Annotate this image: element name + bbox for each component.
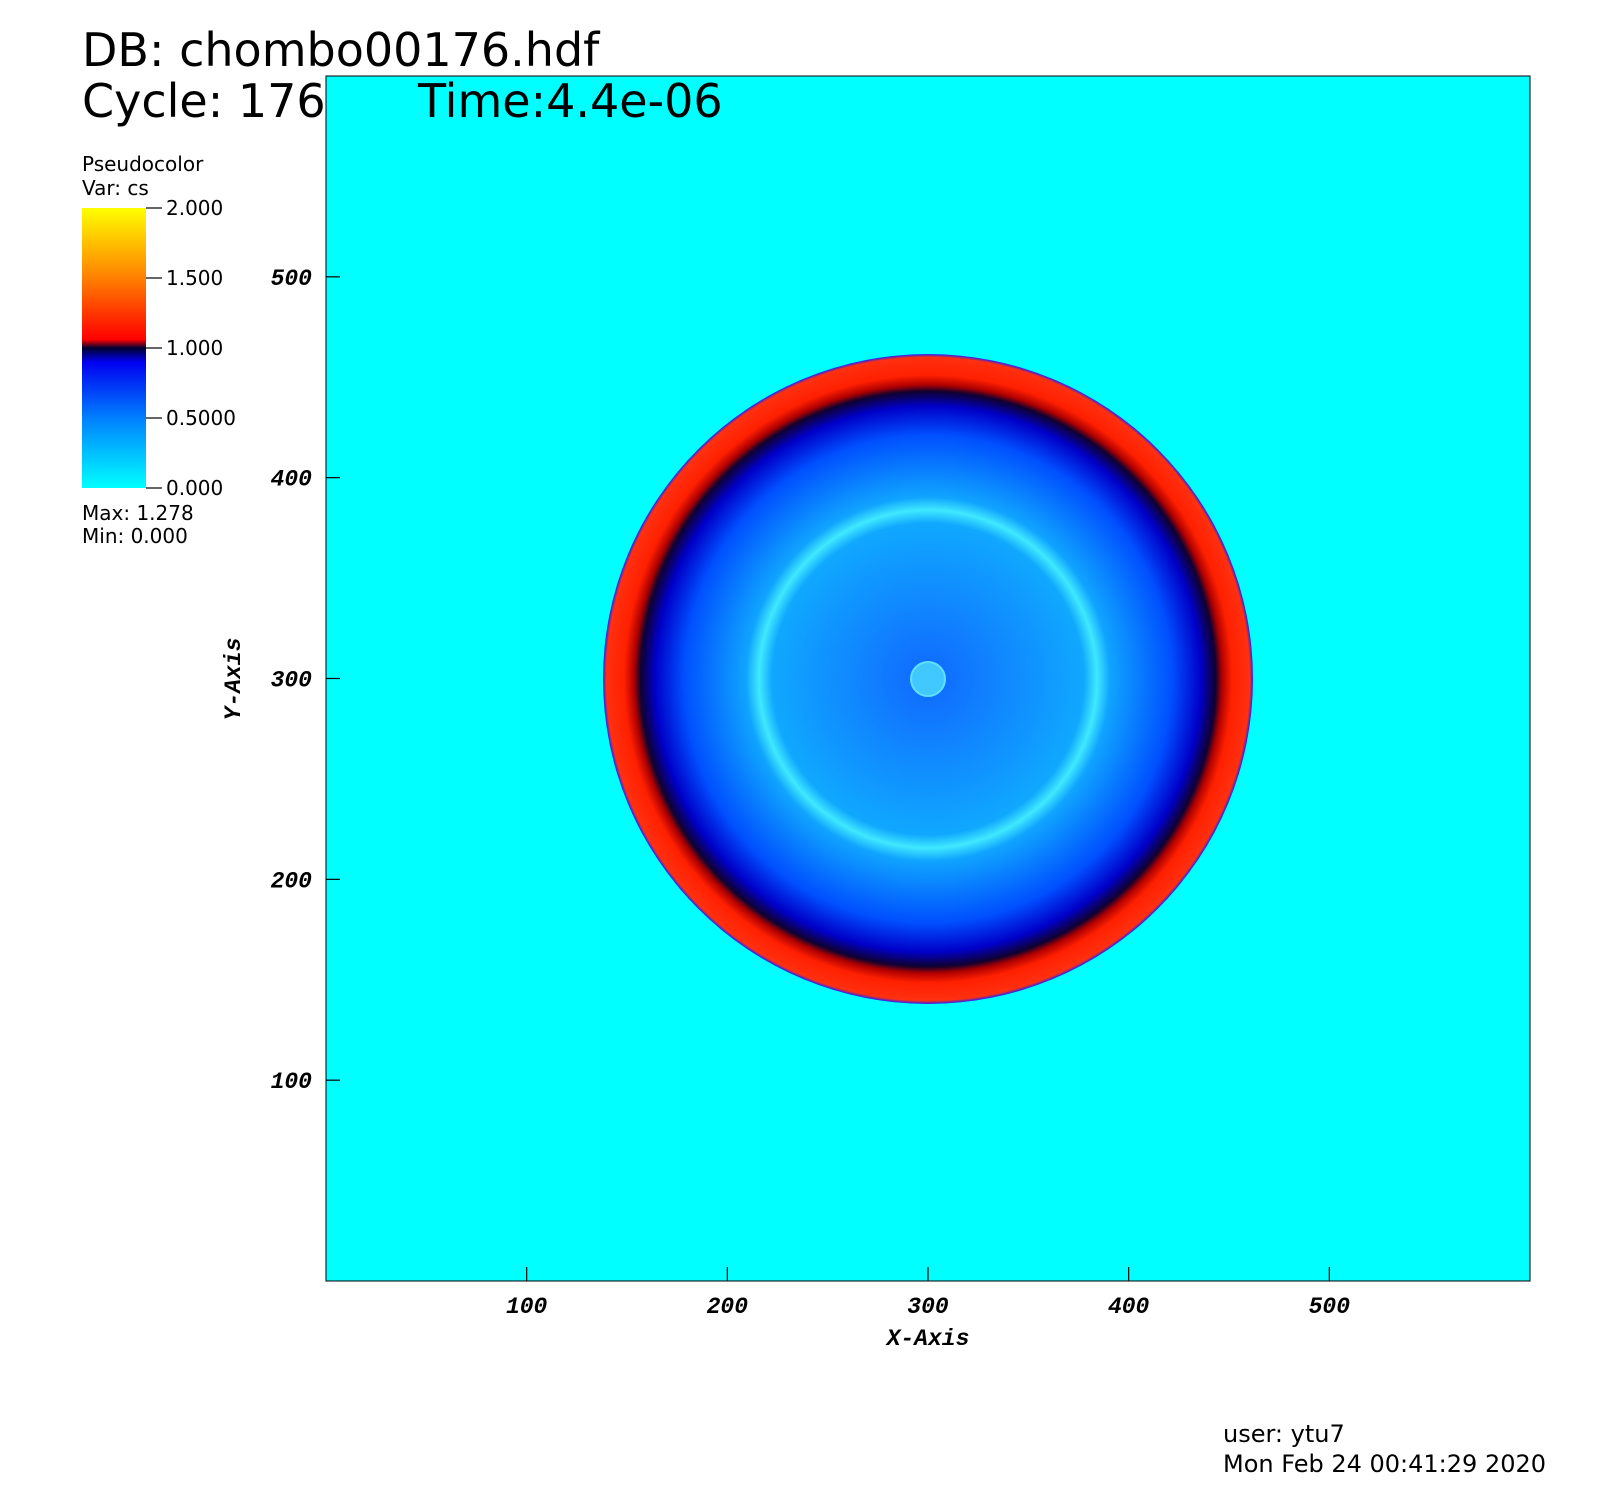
x-tick-label: 200 <box>707 1294 749 1320</box>
colorbar-tick-label: 0.000 <box>166 476 223 500</box>
y-tick-label: 300 <box>271 668 313 694</box>
y-axis-title: Y-Axis <box>221 638 247 721</box>
min-label: Min: 0.000 <box>82 524 188 548</box>
y-tick-label: 200 <box>271 868 313 894</box>
cycle: Cycle: 176 <box>82 74 326 128</box>
db-title: DB: chombo00176.hdf <box>82 23 601 77</box>
max-label: Max: 1.278 <box>82 501 194 525</box>
x-tick-label: 400 <box>1108 1294 1150 1320</box>
variable: Var: cs <box>82 176 149 200</box>
x-tick-label: 300 <box>907 1294 949 1320</box>
y-tick-label: 100 <box>271 1069 313 1095</box>
date: Mon Feb 24 00:41:29 2020 <box>1223 1450 1546 1478</box>
time: Time:4.4e-06 <box>417 74 723 128</box>
x-tick-label: 500 <box>1309 1294 1351 1320</box>
user: user: ytu7 <box>1223 1420 1345 1448</box>
x-tick-label: 100 <box>506 1294 548 1320</box>
colorbar <box>82 208 146 488</box>
colorbar-tick-label: 1.000 <box>166 336 223 360</box>
core <box>910 661 946 697</box>
colorbar-tick-label: 0.5000 <box>166 406 236 430</box>
colorbar-tick-label: 2.000 <box>166 196 223 220</box>
plot-name: Pseudocolor <box>82 152 204 176</box>
plot-area <box>325 75 1531 1282</box>
colorbar-tick-label: 1.500 <box>166 266 223 290</box>
y-tick-label: 400 <box>271 467 313 493</box>
x-axis-title: X-Axis <box>885 1326 970 1352</box>
y-tick-label: 500 <box>271 266 313 292</box>
